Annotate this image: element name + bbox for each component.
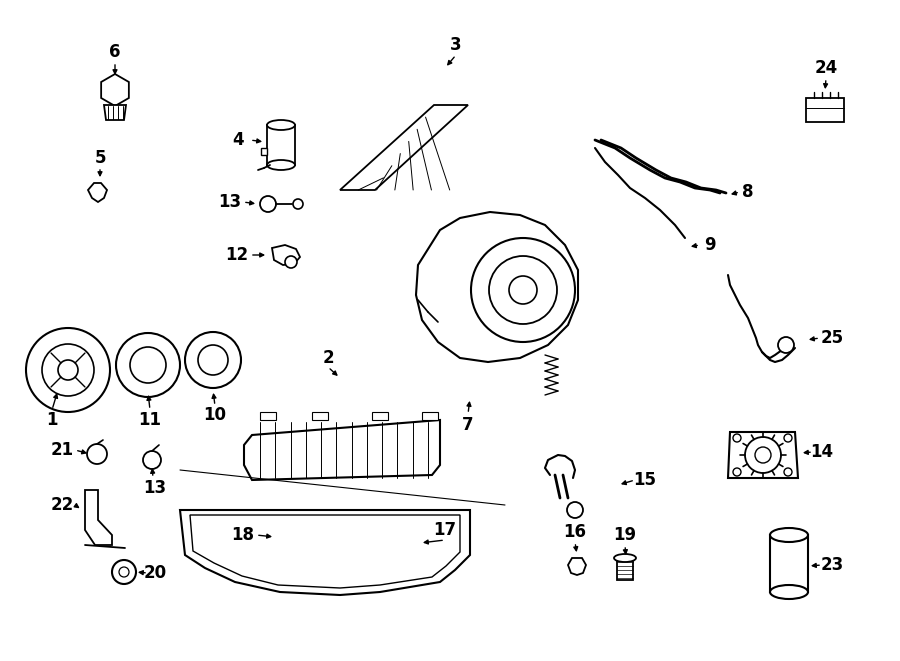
Text: 25: 25 bbox=[821, 329, 843, 347]
Circle shape bbox=[509, 276, 537, 304]
Circle shape bbox=[489, 256, 557, 324]
Text: 4: 4 bbox=[232, 131, 244, 149]
Polygon shape bbox=[180, 510, 470, 595]
Text: 8: 8 bbox=[742, 183, 754, 201]
Circle shape bbox=[293, 199, 303, 209]
Polygon shape bbox=[416, 212, 578, 362]
Circle shape bbox=[260, 196, 276, 212]
Polygon shape bbox=[261, 148, 267, 155]
Circle shape bbox=[87, 444, 107, 464]
Text: 11: 11 bbox=[139, 411, 161, 429]
Circle shape bbox=[26, 328, 110, 412]
Polygon shape bbox=[770, 535, 808, 592]
Circle shape bbox=[130, 347, 166, 383]
Text: 15: 15 bbox=[634, 471, 656, 489]
Circle shape bbox=[143, 451, 161, 469]
Circle shape bbox=[42, 344, 94, 396]
Polygon shape bbox=[340, 105, 468, 190]
Text: 12: 12 bbox=[225, 246, 248, 264]
Text: 10: 10 bbox=[203, 406, 227, 424]
Text: 20: 20 bbox=[143, 564, 166, 582]
Polygon shape bbox=[617, 560, 633, 580]
Circle shape bbox=[784, 434, 792, 442]
Text: 14: 14 bbox=[810, 443, 833, 461]
Text: 9: 9 bbox=[704, 236, 716, 254]
Polygon shape bbox=[85, 490, 112, 545]
Polygon shape bbox=[260, 412, 276, 420]
Polygon shape bbox=[267, 125, 295, 165]
Circle shape bbox=[285, 256, 297, 268]
Circle shape bbox=[198, 345, 228, 375]
Circle shape bbox=[58, 360, 78, 380]
Text: 2: 2 bbox=[322, 349, 334, 367]
Polygon shape bbox=[104, 105, 126, 120]
Circle shape bbox=[119, 567, 129, 577]
Text: 16: 16 bbox=[563, 523, 587, 541]
Ellipse shape bbox=[770, 528, 808, 542]
Text: 13: 13 bbox=[219, 193, 241, 211]
Text: 19: 19 bbox=[614, 526, 636, 544]
Ellipse shape bbox=[267, 160, 295, 170]
Polygon shape bbox=[88, 183, 107, 202]
Text: 3: 3 bbox=[450, 36, 462, 54]
Text: 24: 24 bbox=[814, 59, 838, 77]
Ellipse shape bbox=[770, 585, 808, 599]
Text: 18: 18 bbox=[231, 526, 255, 544]
Polygon shape bbox=[422, 412, 438, 420]
Circle shape bbox=[471, 238, 575, 342]
Polygon shape bbox=[372, 412, 388, 420]
Polygon shape bbox=[568, 558, 586, 575]
Text: 17: 17 bbox=[434, 521, 456, 539]
Circle shape bbox=[778, 337, 794, 353]
Circle shape bbox=[185, 332, 241, 388]
Polygon shape bbox=[272, 245, 300, 265]
Polygon shape bbox=[806, 98, 844, 122]
Circle shape bbox=[745, 437, 781, 473]
Circle shape bbox=[567, 502, 583, 518]
Text: 22: 22 bbox=[50, 496, 74, 514]
Circle shape bbox=[116, 333, 180, 397]
Text: 23: 23 bbox=[821, 556, 843, 574]
Text: 5: 5 bbox=[94, 149, 106, 167]
Text: 6: 6 bbox=[109, 43, 121, 61]
Ellipse shape bbox=[614, 554, 636, 562]
Text: 13: 13 bbox=[143, 479, 166, 497]
Polygon shape bbox=[728, 432, 798, 478]
Text: 21: 21 bbox=[50, 441, 74, 459]
Polygon shape bbox=[101, 74, 129, 106]
Polygon shape bbox=[312, 412, 328, 420]
Circle shape bbox=[112, 560, 136, 584]
Circle shape bbox=[733, 434, 741, 442]
Text: 7: 7 bbox=[463, 416, 473, 434]
Circle shape bbox=[755, 447, 771, 463]
Ellipse shape bbox=[267, 120, 295, 130]
Circle shape bbox=[784, 468, 792, 476]
Text: 1: 1 bbox=[46, 411, 58, 429]
Polygon shape bbox=[244, 420, 440, 480]
Circle shape bbox=[733, 468, 741, 476]
